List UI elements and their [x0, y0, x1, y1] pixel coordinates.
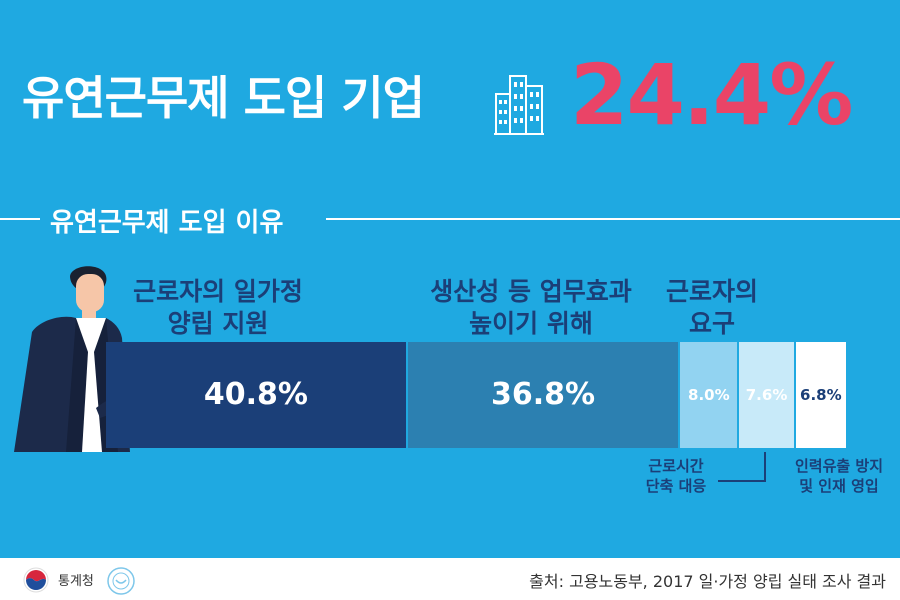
bar-segment-productivity — [407, 342, 679, 448]
category-label-3: 근로자의 요구 — [665, 277, 758, 338]
government-emblem-icon — [23, 567, 49, 593]
bar-segment-work-life-balance — [106, 342, 406, 448]
leader-line-horizontal — [718, 480, 766, 482]
category-label-5: 인력유출 방지 및 인재 영입 — [794, 457, 884, 495]
value-label-2: 36.8% — [491, 377, 596, 412]
section-title: 유연근무제 도입 이유 — [50, 208, 284, 238]
section-divider-left — [0, 218, 40, 220]
category-label-1: 근로자의 일가정 양립 지원 — [133, 277, 303, 338]
section-divider-right — [326, 218, 900, 220]
category-label-4: 근로시간 단축 대응 — [645, 457, 707, 495]
value-label-4: 7.6% — [745, 386, 788, 404]
leader-line-vertical — [764, 452, 766, 482]
building-icon — [494, 75, 544, 135]
agency-name: 통계청 — [58, 574, 94, 589]
value-label-5: 6.8% — [800, 386, 842, 404]
value-label-1: 40.8% — [203, 377, 308, 412]
bar-segment-talent-retention — [795, 342, 846, 448]
bar-segment-worker-request — [680, 342, 738, 448]
category-label-2: 생산성 등 업무효과 높이기 위해 — [430, 277, 632, 338]
headline-title: 유연근무제 도입 기업 — [22, 71, 425, 125]
footer-bar — [0, 558, 900, 600]
value-label-3: 8.0% — [688, 386, 730, 404]
headline-percent: 24.4% — [570, 46, 853, 144]
bar-segment-reduced-hours — [739, 342, 794, 448]
wlb-seal-icon — [107, 567, 135, 595]
source-note: 출처: 고용노동부, 2017 일·가정 양립 실태 조사 결과 — [529, 572, 886, 591]
